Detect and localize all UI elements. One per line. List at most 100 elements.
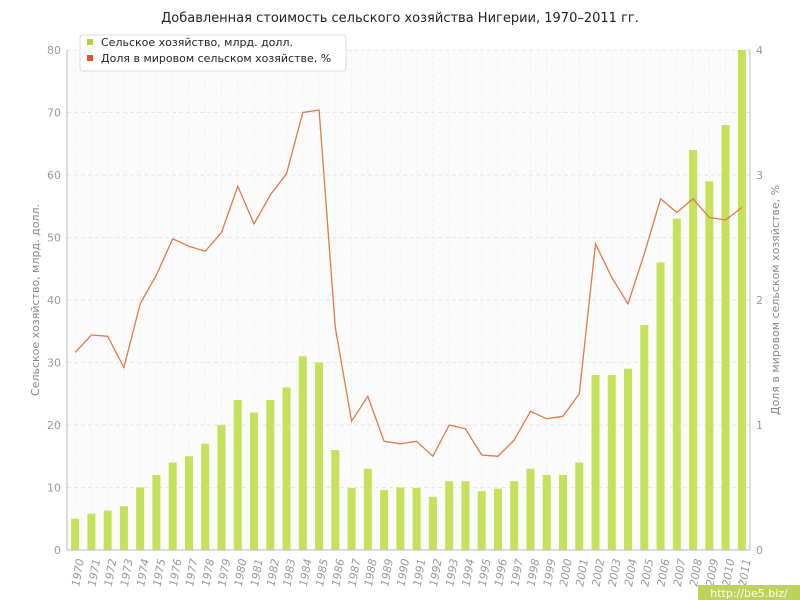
x-tick-label: 1976 <box>167 558 185 588</box>
x-tick-label: 1992 <box>427 558 445 588</box>
y-axis-left-ticks: 0 10 20 30 40 50 60 70 80 <box>47 44 61 557</box>
bar <box>233 400 242 550</box>
x-tick-label: 1974 <box>134 558 152 588</box>
x-tick-label: 2011 <box>736 558 754 588</box>
watermark-text: http://be5.biz/ <box>710 587 788 600</box>
y-axis-right-ticks: 0 1 2 3 4 <box>756 44 763 557</box>
bar <box>428 496 437 550</box>
bar <box>737 50 746 550</box>
x-tick-label: 1970 <box>69 558 87 588</box>
bar <box>266 400 275 550</box>
x-tick-label: 2005 <box>638 558 656 588</box>
x-tick-label: 1990 <box>395 558 413 588</box>
bar <box>103 510 112 550</box>
x-tick-label: 2001 <box>573 558 591 588</box>
watermark-background <box>698 585 800 600</box>
y-tick-left: 10 <box>47 482 61 495</box>
bar <box>347 488 356 550</box>
watermark: http://be5.biz/ <box>698 585 800 600</box>
x-tick-label: 1996 <box>492 558 510 588</box>
y-tick-right: 4 <box>756 44 763 57</box>
x-tick-label: 1984 <box>297 558 315 588</box>
x-tick-label: 1982 <box>264 558 282 588</box>
bar <box>396 487 405 550</box>
bar <box>380 490 389 550</box>
x-tick-label: 2007 <box>671 558 689 588</box>
x-tick-label: 1978 <box>199 558 217 588</box>
bar <box>689 150 698 550</box>
x-tick-label: 1972 <box>102 558 120 588</box>
bar <box>656 262 665 550</box>
y-tick-right: 3 <box>756 169 763 182</box>
bar <box>542 475 551 550</box>
y-tick-right: 1 <box>756 419 763 432</box>
bar <box>624 368 633 550</box>
y-tick-left: 70 <box>47 107 61 120</box>
bar <box>672 218 681 550</box>
y-axis-right-label: Доля в мировом сельском хозяйстве, % <box>769 185 782 415</box>
bar <box>217 425 226 550</box>
x-tick-label: 2003 <box>606 558 624 588</box>
x-tick-label: 1998 <box>525 558 543 588</box>
bar <box>412 488 421 550</box>
bar <box>445 481 454 550</box>
x-tick-label: 1985 <box>313 558 331 588</box>
x-tick-label: 2010 <box>720 558 738 588</box>
bar <box>493 488 502 550</box>
x-tick-label: 2008 <box>687 558 705 588</box>
legend-swatch-bars <box>87 39 93 45</box>
y-tick-right: 2 <box>756 294 763 307</box>
bar <box>477 491 486 550</box>
x-tick-label: 1995 <box>476 558 494 588</box>
bar <box>136 487 145 550</box>
bar <box>591 375 600 550</box>
x-tick-label: 1989 <box>378 558 396 588</box>
axes <box>66 50 751 551</box>
bar <box>184 456 193 550</box>
x-tick-label: 2004 <box>622 558 640 588</box>
x-tick-label: 1980 <box>232 558 250 588</box>
y-tick-left: 30 <box>47 357 61 370</box>
x-tick-label: 1991 <box>411 558 429 588</box>
legend-item-bars: Сельское хозяйство, млрд. долл. <box>101 36 293 49</box>
bar <box>721 125 730 550</box>
x-tick-label: 1986 <box>329 558 347 588</box>
bar <box>87 513 96 550</box>
bar <box>315 362 324 550</box>
y-tick-left: 60 <box>47 169 61 182</box>
bar <box>526 468 535 550</box>
bar <box>510 481 519 550</box>
x-tick-label: 1983 <box>281 558 299 588</box>
x-tick-label: 1988 <box>362 558 380 588</box>
x-tick-label: 1994 <box>460 558 478 588</box>
y-tick-left: 40 <box>47 294 61 307</box>
x-tick-label: 1977 <box>183 558 201 588</box>
x-tick-label: 1999 <box>541 558 559 588</box>
legend: Сельское хозяйство, млрд. долл. Доля в м… <box>79 34 347 72</box>
y-axis-left-label: Сельское хозяйство, млрд. долл. <box>29 204 42 396</box>
legend-item-line: Доля в мировом сельском хозяйстве, % <box>101 52 331 65</box>
legend-box <box>79 34 347 72</box>
bar <box>201 443 210 550</box>
bar <box>363 468 372 550</box>
x-tick-label: 1997 <box>508 558 526 588</box>
bar <box>705 181 714 550</box>
x-tick-label: 1975 <box>151 558 169 588</box>
legend-swatch-line <box>87 55 93 61</box>
bar <box>461 481 470 550</box>
bar <box>575 462 584 550</box>
x-tick-label: 1971 <box>86 558 104 588</box>
bar <box>282 387 291 550</box>
y-tick-left: 50 <box>47 232 61 245</box>
y-tick-left: 80 <box>47 44 61 57</box>
bar <box>558 475 567 550</box>
bar <box>152 475 161 550</box>
bar <box>298 356 307 550</box>
x-tick-label: 1987 <box>346 558 364 588</box>
x-tick-label: 1981 <box>248 558 266 588</box>
bar <box>168 462 177 550</box>
x-tick-label: 1973 <box>118 558 136 588</box>
bar <box>607 375 616 550</box>
x-tick-label: 2002 <box>590 558 608 588</box>
x-tick-label: 2000 <box>557 558 575 588</box>
